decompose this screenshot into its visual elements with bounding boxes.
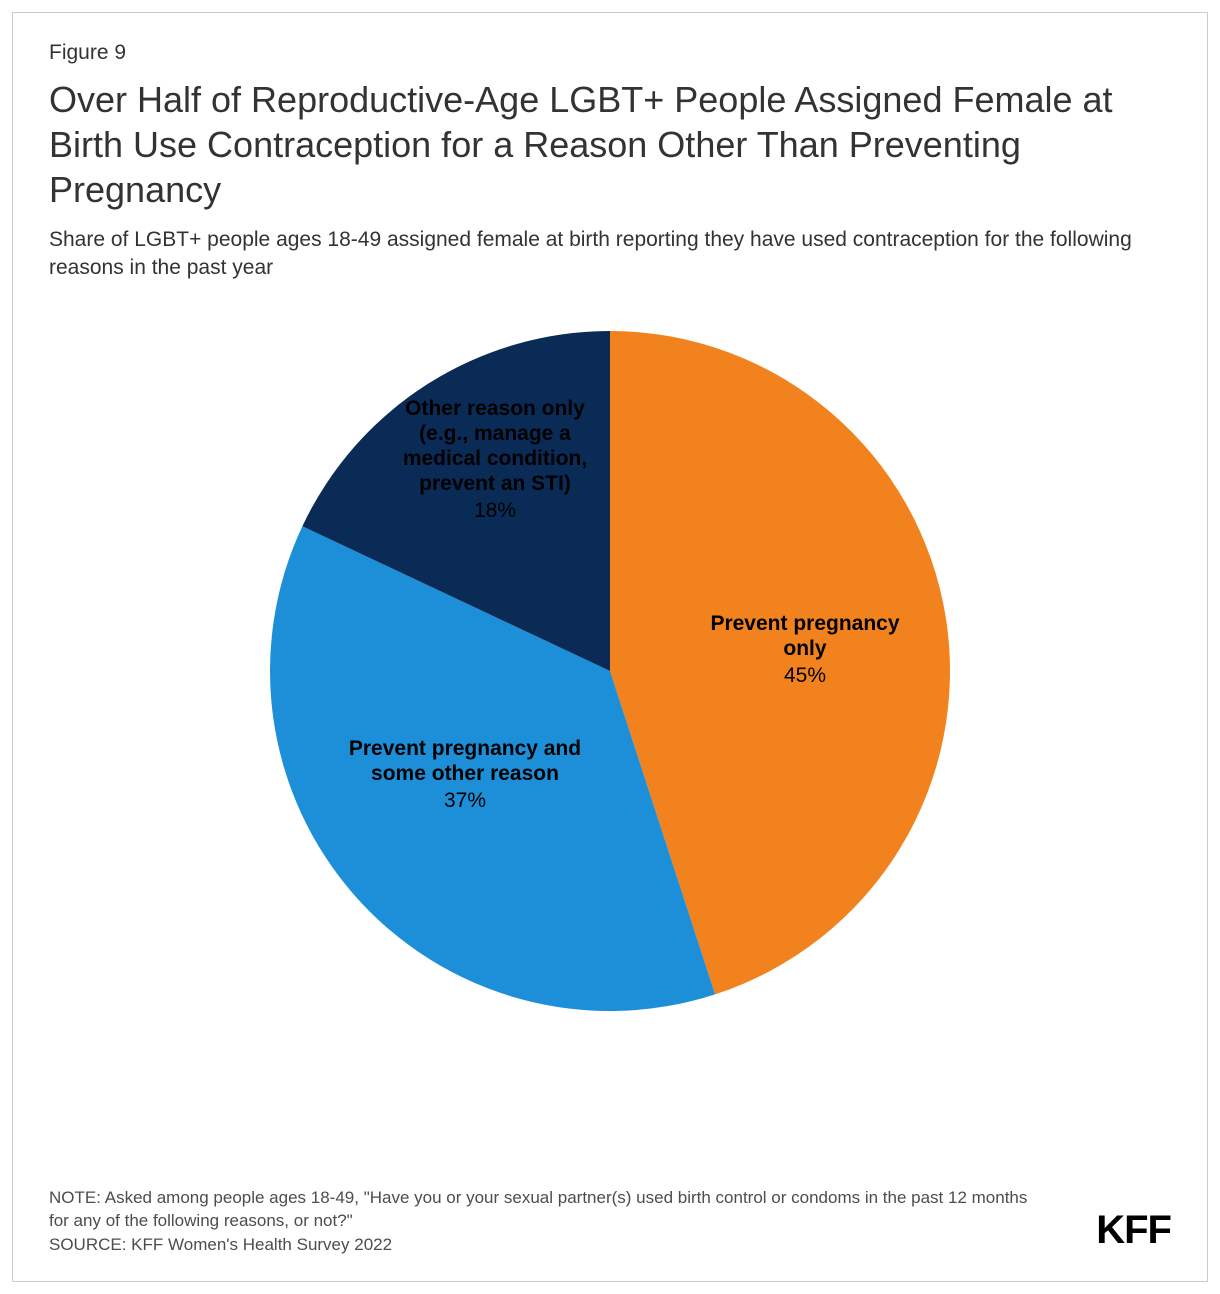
- pie-slice-label: Other reason only (e.g., manage a medica…: [380, 396, 610, 524]
- pie-chart: Prevent pregnancy only45%Prevent pregnan…: [270, 331, 950, 1011]
- figure-footer: NOTE: Asked among people ages 18-49, "Ha…: [49, 1186, 1171, 1257]
- pie-slice-label: Prevent pregnancy and some other reason3…: [340, 736, 590, 814]
- pie-slice-label: Prevent pregnancy only45%: [690, 611, 920, 689]
- figure-title: Over Half of Reproductive-Age LGBT+ Peop…: [49, 77, 1171, 212]
- footer-source: SOURCE: KFF Women's Health Survey 2022: [49, 1233, 1029, 1257]
- pie-slice-label-text: Other reason only (e.g., manage a medica…: [380, 396, 610, 497]
- pie-slice-label-value: 37%: [340, 788, 590, 813]
- pie-slice-label-text: Prevent pregnancy only: [690, 611, 920, 661]
- figure-subtitle: Share of LGBT+ people ages 18-49 assigne…: [49, 226, 1171, 283]
- chart-area: Prevent pregnancy only45%Prevent pregnan…: [49, 291, 1171, 1051]
- figure-number: Figure 9: [49, 41, 1171, 65]
- pie-slice-label-text: Prevent pregnancy and some other reason: [340, 736, 590, 786]
- footer-note: NOTE: Asked among people ages 18-49, "Ha…: [49, 1186, 1029, 1234]
- figure-container: Figure 9 Over Half of Reproductive-Age L…: [12, 12, 1208, 1282]
- pie-slice-label-value: 45%: [690, 663, 920, 688]
- kff-logo: KFF: [1096, 1208, 1171, 1257]
- footer-text: NOTE: Asked among people ages 18-49, "Ha…: [49, 1186, 1029, 1257]
- pie-slice-label-value: 18%: [380, 498, 610, 523]
